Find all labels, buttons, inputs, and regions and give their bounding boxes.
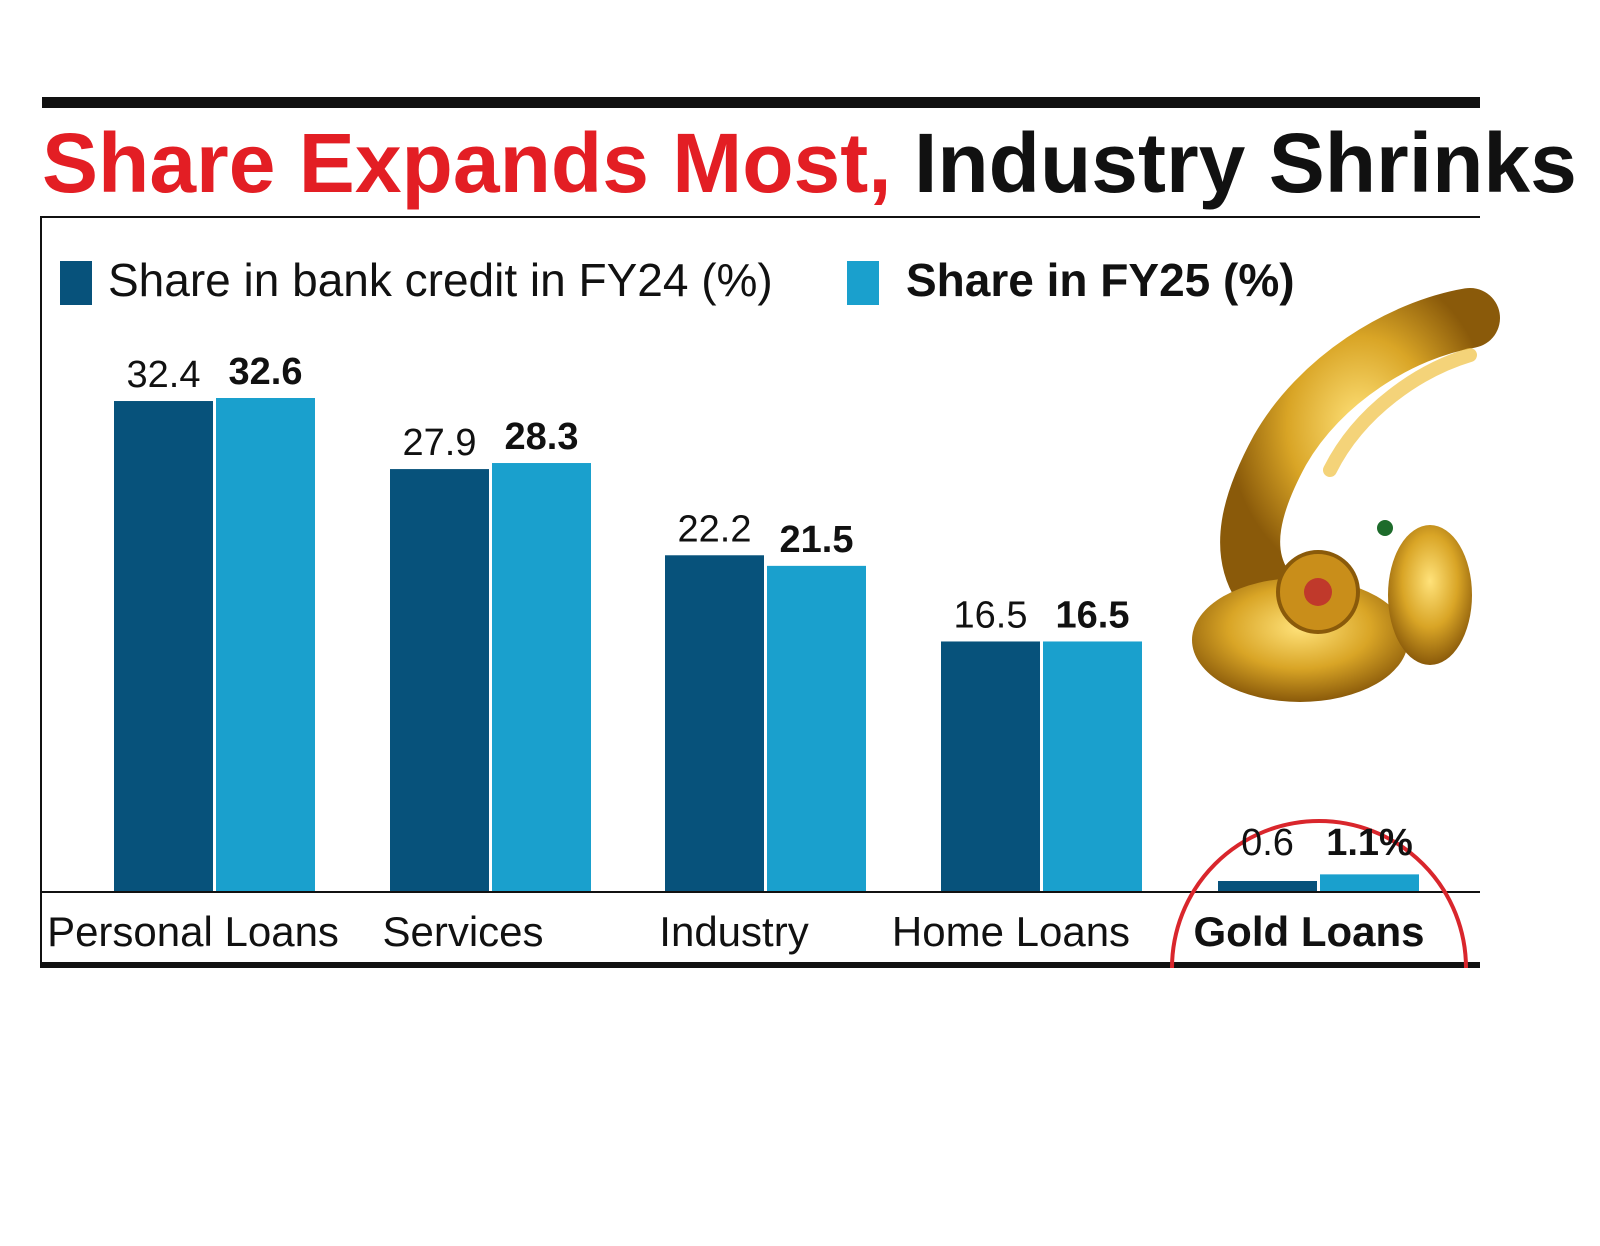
value-label-fy25-home-loans: 16.5 [1056, 594, 1130, 636]
value-label-fy24-gold-loans: 0.6 [1241, 822, 1294, 864]
bar-fy25-home-loans [1043, 641, 1142, 891]
bar-fy24-gold-loans [1218, 881, 1317, 891]
value-label-fy24-home-loans: 16.5 [954, 594, 1028, 636]
top-rule [42, 97, 1480, 108]
value-label-fy25-gold-loans: 1.1% [1326, 822, 1413, 864]
legend-swatch-fy25 [847, 261, 879, 305]
legend: Share in bank credit in FY24 (%) Share i… [60, 254, 1295, 306]
category-label-industry: Industry [659, 908, 808, 955]
value-label-fy25-industry: 21.5 [780, 519, 854, 561]
bar-fy24-services [390, 469, 489, 891]
bar-fy24-home-loans [941, 641, 1040, 891]
category-label-gold-loans: Gold Loans [1194, 908, 1425, 955]
title-underline [40, 216, 1480, 218]
legend-swatch-fy24 [60, 261, 92, 305]
value-label-fy25-personal-loans: 32.6 [229, 351, 303, 393]
value-label-fy25-services: 28.3 [505, 416, 579, 458]
legend-label-fy25: Share in FY25 (%) [906, 254, 1295, 306]
necklace-gem [1377, 520, 1393, 536]
bars [114, 398, 1419, 891]
value-label-fy24-personal-loans: 32.4 [127, 354, 201, 396]
necklace-chain-inner [1323, 348, 1477, 477]
bar-fy25-personal-loans [216, 398, 315, 891]
title-part1: Share Expands Most, [42, 116, 892, 210]
x-axis-line [42, 891, 1480, 893]
gold-necklace-illustration [1192, 288, 1500, 702]
necklace-stone [1304, 578, 1332, 606]
category-labels: Personal Loans Services Industry Home Lo… [47, 908, 1424, 955]
value-label-fy24-industry: 22.2 [678, 508, 752, 550]
legend-label-fy24: Share in bank credit in FY24 (%) [108, 254, 773, 306]
bar-fy25-gold-loans [1320, 874, 1419, 891]
gold-loans-highlight-circle [1170, 819, 1468, 969]
bar-fy25-industry [767, 565, 866, 891]
title-part2: Industry Shrinks [914, 116, 1577, 210]
bar-fy24-personal-loans [114, 401, 213, 891]
category-label-home-loans: Home Loans [892, 908, 1130, 955]
bar-fy25-services [492, 463, 591, 891]
bottom-rule [42, 962, 1480, 968]
frame-left [40, 216, 42, 968]
necklace-chain [1220, 288, 1500, 615]
value-label-fy24-services: 27.9 [403, 422, 477, 464]
necklace-side [1388, 525, 1472, 665]
category-label-services: Services [382, 908, 543, 955]
bar-fy24-industry [665, 555, 764, 891]
category-label-personal-loans: Personal Loans [47, 908, 339, 955]
value-labels: 32.4 32.6 27.9 28.3 22.2 21.5 16.5 16.5 … [127, 351, 1413, 864]
chart-title: Share Expands Most, Industry Shrinks [42, 116, 1577, 210]
